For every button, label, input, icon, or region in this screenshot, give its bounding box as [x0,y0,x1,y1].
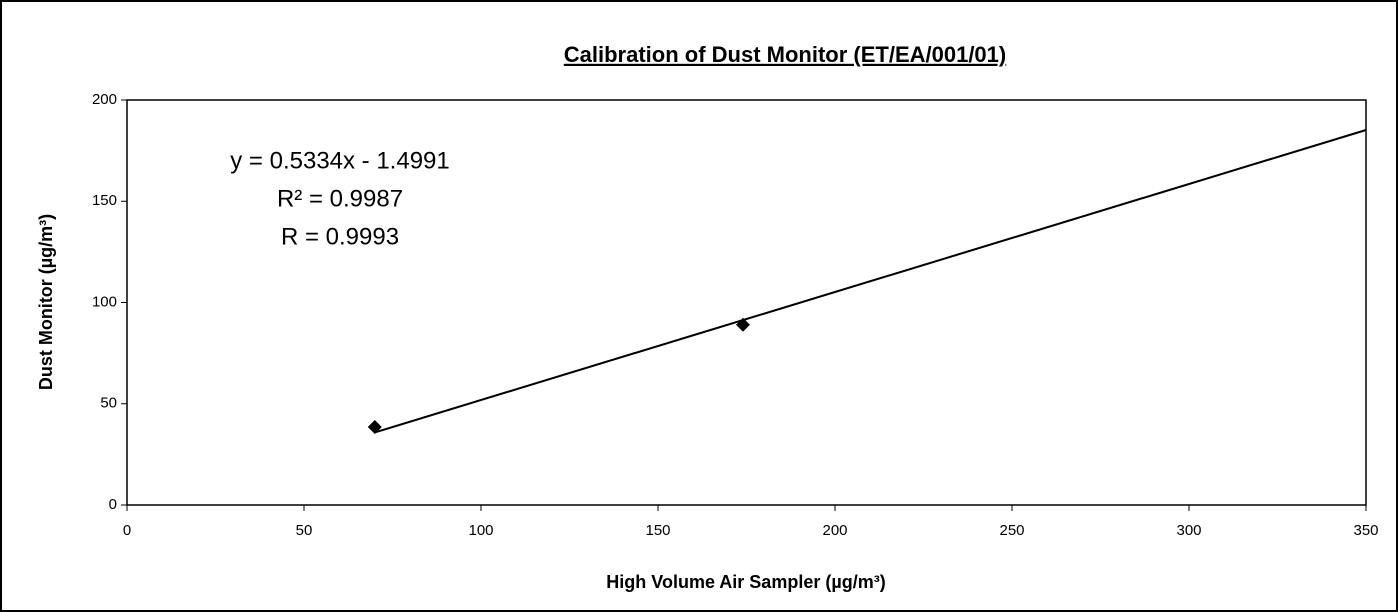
x-tick-label: 100 [468,522,493,539]
y-tick-label: 50 [100,395,117,412]
equation: y = 0.5334x - 1.4991 [230,147,450,174]
trendline [374,129,1367,434]
x-axis-label: High Volume Air Sampler (µg/m³) [606,572,885,592]
y-tick-label: 0 [109,496,117,513]
y-tick-label: 200 [92,91,117,108]
x-tick-label: 300 [1176,522,1201,539]
x-tick-label: 250 [999,522,1024,539]
y-tick-label: 100 [92,293,117,310]
chart-title: Calibration of Dust Monitor (ET/EA/001/0… [564,42,1006,67]
x-tick-label: 200 [822,522,847,539]
y-axis-label: Dust Monitor (µg/m³) [36,214,56,390]
x-tick-label: 350 [1353,522,1378,539]
y-tick-label: 150 [92,192,117,209]
data-point [735,317,750,332]
x-tick-label: 50 [296,522,313,539]
r-squared: R² = 0.9987 [277,185,403,212]
r-value: R = 0.9993 [281,223,399,250]
x-tick-label: 0 [123,522,131,539]
x-tick-label: 150 [645,522,670,539]
data-point [367,420,382,435]
